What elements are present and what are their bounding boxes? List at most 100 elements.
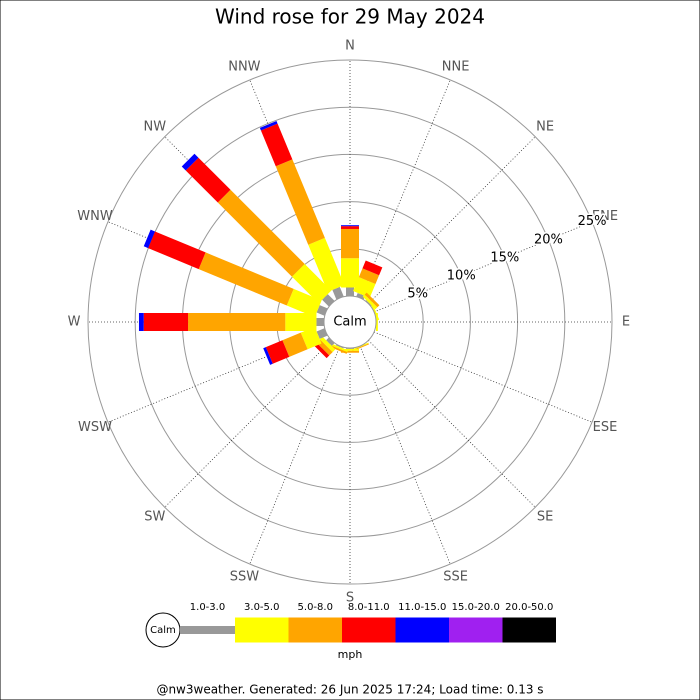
spoke: [368, 136, 536, 304]
bar-segment: [286, 288, 322, 318]
direction-label: NNW: [228, 60, 260, 75]
bar-segment: [282, 332, 308, 357]
spoke: [368, 340, 536, 508]
ring: [87, 59, 613, 585]
direction-label: WSW: [78, 420, 112, 435]
bar-segment: [341, 228, 359, 259]
bar-segment: [265, 340, 290, 364]
bar-segment: [185, 157, 231, 203]
spoke: [359, 79, 451, 299]
direction-label: ESE: [593, 420, 618, 435]
bar-segment: [330, 343, 349, 353]
direction-bar: [341, 225, 359, 296]
bar-segment: [362, 294, 378, 310]
legend-label: 11.0-15.0: [398, 602, 446, 613]
direction-label: S: [346, 591, 354, 606]
legend-swatch: [288, 617, 342, 643]
bar-segment: [364, 292, 380, 308]
direction-bar: [138, 313, 324, 331]
bar-segment: [341, 226, 359, 229]
ring: [134, 106, 566, 538]
bar-segment: [316, 305, 328, 316]
legend-swatch: [180, 626, 235, 634]
bar-segment: [300, 326, 322, 350]
bar-segment: [138, 313, 144, 331]
bar-segment: [308, 237, 345, 292]
direction-bar: [259, 120, 345, 300]
bar-segment: [143, 313, 189, 331]
bar-segment: [148, 231, 206, 270]
bar-segment: [316, 328, 328, 339]
bar-segment: [341, 348, 359, 351]
bar-segment: [217, 189, 305, 277]
ring-label: 5%: [407, 286, 428, 301]
bar-segment: [260, 123, 293, 167]
bar-segment: [341, 258, 359, 288]
direction-label: NE: [536, 119, 554, 134]
bar-segment: [376, 313, 378, 331]
calm-label: Calm: [333, 315, 366, 330]
direction-label: WNW: [77, 209, 113, 224]
bar-segment: [188, 313, 286, 331]
spoke: [373, 221, 593, 313]
bar-segment: [143, 229, 155, 249]
bar-segment: [356, 292, 366, 300]
legend-swatch: [502, 617, 556, 643]
direction-bar: [376, 313, 378, 331]
bar-segment: [341, 225, 359, 227]
direction-label: N: [345, 39, 355, 54]
legend-swatch: [449, 617, 503, 643]
bar-segment: [341, 350, 359, 353]
legend-calm-label: Calm: [150, 625, 176, 636]
spoke: [373, 331, 593, 423]
chart-title: Wind rose for 29 May 2024: [215, 5, 485, 29]
spoke: [359, 345, 451, 565]
bar-segment: [329, 345, 348, 354]
ring-label: 25%: [578, 214, 607, 229]
bar-segment: [291, 263, 332, 304]
bar-segment: [358, 268, 380, 284]
calm-circle: [323, 295, 377, 349]
direction-label: SE: [537, 510, 553, 525]
direction-bar: [181, 153, 335, 307]
legend-label: 1.0-3.0: [190, 602, 225, 613]
direction-bar: [143, 229, 328, 318]
bar-segment: [313, 342, 330, 359]
direction-label: W: [68, 315, 81, 330]
direction-label: ENE: [592, 209, 618, 224]
legend-swatch: [342, 617, 396, 643]
direction-label: NNE: [442, 60, 470, 75]
bar-segment: [198, 252, 294, 306]
direction-bar: [353, 260, 383, 300]
bar-segment: [285, 313, 317, 331]
legend-swatch: [235, 617, 289, 643]
bar-segment: [332, 286, 344, 300]
ring-label: 15%: [490, 250, 519, 265]
direction-label: SSE: [443, 569, 468, 584]
bar-segment: [362, 260, 383, 276]
bar-segment: [346, 287, 354, 296]
direction-label: E: [622, 315, 630, 330]
legend-label: 15.0-20.0: [452, 602, 500, 613]
spoke: [164, 340, 332, 508]
direction-label: NW: [144, 119, 167, 134]
bar-segment: [326, 337, 335, 346]
footer: @nw3weather. Generated: 26 Jun 2025 17:2…: [156, 683, 543, 697]
legend-label: 3.0-5.0: [244, 602, 279, 613]
bar-segment: [316, 318, 324, 326]
bar-segment: [319, 336, 336, 353]
direction-bar: [263, 326, 328, 365]
units-label: mph: [338, 648, 363, 661]
legend-label: 8.0-11.0: [348, 602, 390, 613]
ring-label: 10%: [447, 268, 476, 283]
direction-label: SW: [144, 510, 165, 525]
bar-segment: [259, 120, 278, 131]
ring-label: 20%: [534, 232, 563, 247]
bar-segment: [181, 153, 199, 171]
legend-label: 5.0-8.0: [298, 602, 333, 613]
bar-segment: [353, 277, 376, 298]
legend-label: 20.0-50.0: [505, 602, 553, 613]
bar-segment: [263, 347, 273, 365]
